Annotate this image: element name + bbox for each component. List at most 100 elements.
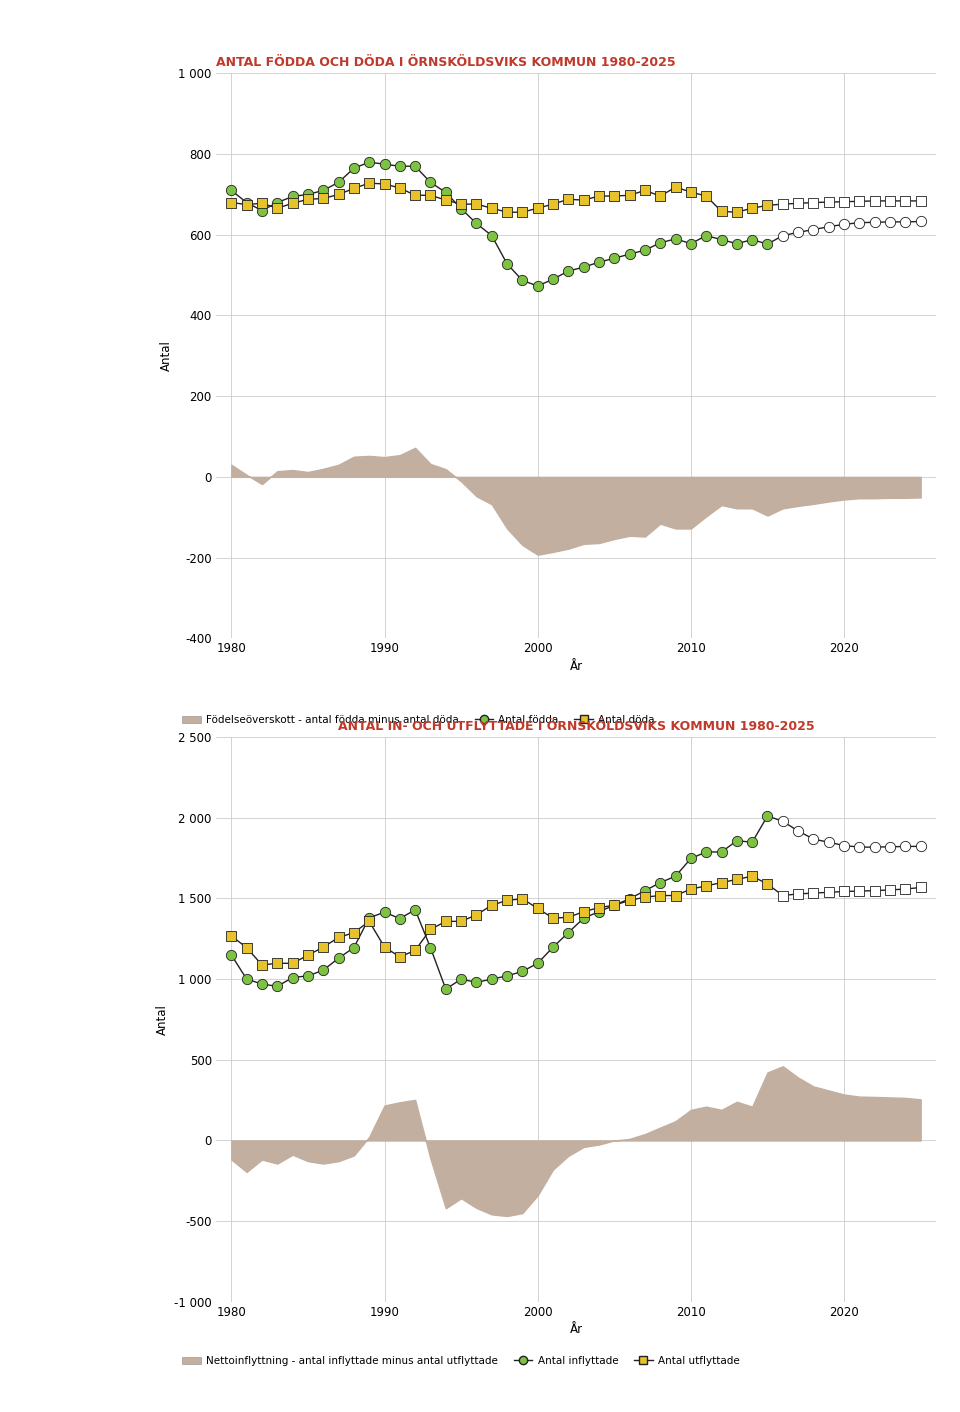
Point — [407, 184, 422, 206]
Point — [805, 882, 821, 905]
Point — [239, 193, 254, 216]
Point — [499, 890, 515, 912]
Point — [852, 212, 867, 234]
Point — [607, 185, 622, 208]
Point — [377, 172, 393, 195]
Legend: Födelseöverskott - antal födda minus antal döda, Antal födda, Antal döda: Födelseöverskott - antal födda minus ant… — [178, 710, 659, 729]
Point — [637, 880, 653, 902]
Point — [545, 193, 561, 216]
Point — [775, 225, 790, 247]
Point — [637, 239, 653, 261]
Point — [852, 191, 867, 213]
Point — [468, 971, 484, 994]
Text: ◎ Historisk utveckling av
antalet födda och döda
1980-2015 samt prognos-
tiserat: ◎ Historisk utveckling av antalet födda … — [96, 49, 231, 96]
Point — [730, 868, 745, 891]
Point — [745, 866, 760, 888]
Text: Antalet avlidna har sedan
2005 varierat mellan 623
och 722. År 2015 avled 673
pe: Antalet avlidna har sedan 2005 varierat … — [96, 402, 250, 490]
Point — [622, 184, 637, 206]
Text: Flyttnettot beräknas som
inflyttade minus utflyttade.: Flyttnettot beräknas som inflyttade minu… — [96, 791, 239, 813]
Point — [300, 184, 316, 206]
Point — [331, 926, 347, 949]
Point — [637, 179, 653, 202]
Point — [561, 922, 576, 945]
Point — [331, 947, 347, 970]
Point — [576, 901, 591, 923]
Point — [422, 171, 438, 193]
Point — [805, 191, 821, 213]
Point — [821, 216, 836, 239]
X-axis label: År: År — [569, 659, 583, 672]
Point — [913, 189, 928, 212]
Point — [530, 952, 545, 974]
Point — [300, 964, 316, 987]
Point — [622, 243, 637, 265]
Point — [591, 897, 607, 919]
Point — [453, 967, 468, 990]
Point — [591, 185, 607, 208]
Point — [377, 901, 393, 923]
Point — [867, 210, 882, 233]
Point — [239, 967, 254, 990]
Text: Antalet födda minus döda
kallas för födelseöverskott
eller naturlig befolknings-: Antalet födda minus döda kallas för föde… — [96, 205, 234, 251]
Point — [653, 185, 668, 208]
Point — [730, 233, 745, 256]
Point — [316, 179, 331, 202]
Point — [867, 836, 882, 858]
Point — [438, 911, 453, 933]
Point — [285, 185, 300, 208]
Point — [576, 907, 591, 929]
Point — [790, 192, 805, 215]
Point — [775, 810, 790, 833]
Point — [790, 882, 805, 905]
Point — [561, 907, 576, 929]
Point — [270, 191, 285, 213]
Point — [882, 210, 898, 233]
Point — [790, 222, 805, 244]
Point — [759, 193, 775, 216]
Point — [347, 922, 362, 945]
Point — [438, 181, 453, 203]
Point — [377, 936, 393, 959]
Point — [576, 189, 591, 212]
Point — [637, 885, 653, 908]
Point — [882, 878, 898, 901]
Point — [362, 911, 377, 933]
Point — [484, 225, 499, 247]
Point — [316, 959, 331, 981]
Point — [377, 152, 393, 175]
Point — [285, 192, 300, 215]
Point — [622, 888, 637, 911]
Point — [453, 198, 468, 220]
Point — [300, 188, 316, 210]
Point — [805, 219, 821, 241]
Point — [745, 229, 760, 251]
Point — [867, 189, 882, 212]
Point — [484, 967, 499, 990]
Point — [714, 840, 730, 863]
Point — [285, 966, 300, 988]
Point — [699, 225, 714, 247]
Point — [745, 832, 760, 854]
Point — [392, 908, 407, 931]
Point — [668, 884, 684, 907]
Point — [913, 834, 928, 857]
Point — [775, 884, 790, 907]
Point — [254, 199, 270, 222]
Point — [591, 251, 607, 274]
Point — [468, 212, 484, 234]
Point — [468, 904, 484, 926]
Point — [653, 884, 668, 907]
Point — [484, 196, 499, 219]
Point — [607, 894, 622, 916]
Legend: Nettoinflyttning - antal inflyttade minus antal utflyttade, Antal inflyttade, An: Nettoinflyttning - antal inflyttade minu… — [178, 1351, 744, 1370]
Point — [347, 157, 362, 179]
Point — [239, 936, 254, 959]
Point — [392, 176, 407, 199]
Point — [882, 836, 898, 858]
Point — [362, 907, 377, 929]
Point — [224, 943, 239, 966]
Point — [422, 936, 438, 959]
Y-axis label: Antal: Antal — [160, 340, 173, 371]
Point — [515, 201, 530, 223]
Point — [530, 275, 545, 298]
